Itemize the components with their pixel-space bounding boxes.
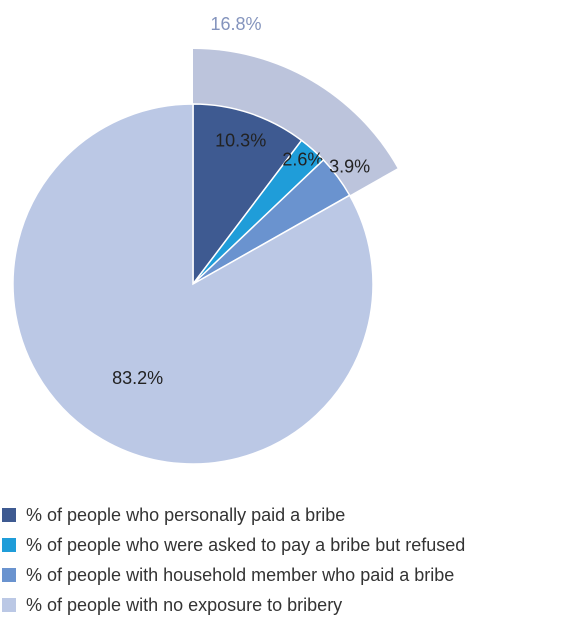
pie-slice <box>192 103 303 287</box>
legend-label: % of people with no exposure to bribery <box>26 594 343 615</box>
pie-chart: 10.3% 2.6% 3.9% 83.2% 16.8% <box>12 14 398 465</box>
legend-label: % of people with household member who pa… <box>26 564 455 585</box>
legend-item-refused-bribe: % of people who were asked to pay a brib… <box>0 530 465 560</box>
legend-swatch <box>2 508 16 522</box>
legend-swatch <box>2 598 16 612</box>
legend-label: % of people who were asked to pay a brib… <box>26 534 466 555</box>
slice-value-label: 3.9% <box>329 157 370 177</box>
legend-label: % of people who personally paid a bribe <box>26 504 346 525</box>
slice-value-label: 10.3% <box>215 131 266 151</box>
slice-value-label: 2.6% <box>282 150 323 170</box>
slice-value-label: 83.2% <box>112 368 163 388</box>
legend: % of people who personally paid a bribe … <box>0 500 465 620</box>
legend-item-household-bribe: % of people with household member who pa… <box>0 560 465 590</box>
legend-item-paid-bribe: % of people who personally paid a bribe <box>0 500 465 530</box>
legend-swatch <box>2 538 16 552</box>
pie-slice <box>12 103 374 465</box>
exploded-group-label: 16.8% <box>210 14 261 34</box>
legend-swatch <box>2 568 16 582</box>
legend-item-no-exposure: % of people with no exposure to bribery <box>0 590 465 620</box>
